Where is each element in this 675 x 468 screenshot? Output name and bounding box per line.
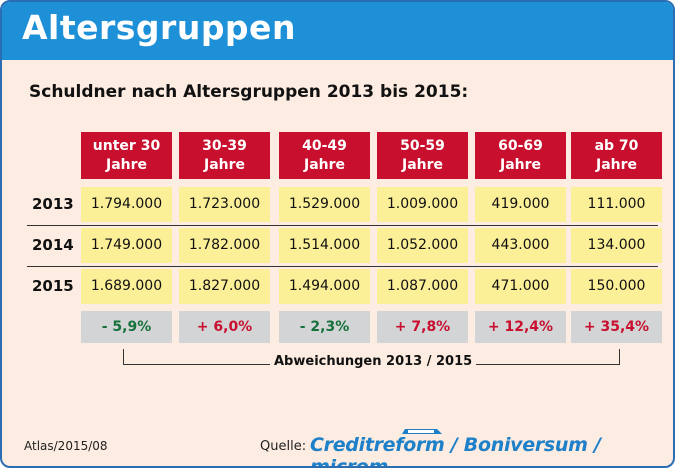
column-header-unit: Jahre xyxy=(401,156,444,173)
column-header-unit: Jahre xyxy=(595,156,638,173)
table-cell: 1.009.000 xyxy=(377,187,468,222)
column-header: ab 70 Jahre xyxy=(571,132,662,179)
source-prefix: Quelle: xyxy=(260,439,307,454)
table-cell: 111.000 xyxy=(571,187,662,222)
change-value: + 12,4% xyxy=(475,311,566,343)
table-cell: 1.723.000 xyxy=(179,187,270,222)
row-divider xyxy=(27,225,658,226)
change-value: - 5,9% xyxy=(81,311,172,343)
column-header-unit: Jahre xyxy=(203,156,246,173)
column-header: 50-59 Jahre xyxy=(377,132,468,179)
column-header-unit: Jahre xyxy=(105,156,148,173)
row-divider xyxy=(27,266,658,267)
change-value: - 2,3% xyxy=(279,311,370,343)
column-header-age: 40-49 xyxy=(302,137,347,154)
table-cell: 1.749.000 xyxy=(81,228,172,263)
column-header: unter 30 Jahre xyxy=(81,132,172,179)
table-cell: 419.000 xyxy=(475,187,566,222)
car-logo-icon xyxy=(402,429,442,434)
change-value: + 35,4% xyxy=(571,311,662,343)
source-brands: Creditreform / Boniversum / microm xyxy=(310,434,601,468)
table-cell: 1.529.000 xyxy=(279,187,370,222)
table-cell: 150.000 xyxy=(571,269,662,304)
table-cell: 1.514.000 xyxy=(279,228,370,263)
change-value: + 7,8% xyxy=(377,311,468,343)
column-header-age: unter 30 xyxy=(92,137,161,154)
table-cell: 1.794.000 xyxy=(81,187,172,222)
table-cell: 1.052.000 xyxy=(377,228,468,263)
column-header-age: 50-59 xyxy=(400,137,445,154)
title-bar: Altersgruppen xyxy=(2,2,673,60)
table-subtitle: Schuldner nach Altersgruppen 2013 bis 20… xyxy=(29,82,469,102)
change-value: + 6,0% xyxy=(179,311,270,343)
page-title: Altersgruppen xyxy=(22,8,296,47)
table-cell: 1.689.000 xyxy=(81,269,172,304)
column-header-age: ab 70 xyxy=(594,137,639,154)
row-year-label: 2014 xyxy=(32,236,74,254)
table-cell: 443.000 xyxy=(475,228,566,263)
column-header-age: 30-39 xyxy=(202,137,247,154)
table-cell: 471.000 xyxy=(475,269,566,304)
column-header: 40-49 Jahre xyxy=(279,132,370,179)
table-cell: 1.782.000 xyxy=(179,228,270,263)
atlas-reference: Atlas/2015/08 xyxy=(24,439,108,453)
column-header: 60-69 Jahre xyxy=(475,132,566,179)
column-header-unit: Jahre xyxy=(499,156,542,173)
table-cell: 134.000 xyxy=(571,228,662,263)
changes-label: Abweichungen 2013 / 2015 xyxy=(270,354,477,369)
column-header-age: 60-69 xyxy=(498,137,543,154)
column-header: 30-39 Jahre xyxy=(179,132,270,179)
row-year-label: 2015 xyxy=(32,277,74,295)
row-year-label: 2013 xyxy=(32,195,74,213)
table-cell: 1.494.000 xyxy=(279,269,370,304)
table-cell: 1.087.000 xyxy=(377,269,468,304)
column-header-unit: Jahre xyxy=(303,156,346,173)
table-cell: 1.827.000 xyxy=(179,269,270,304)
